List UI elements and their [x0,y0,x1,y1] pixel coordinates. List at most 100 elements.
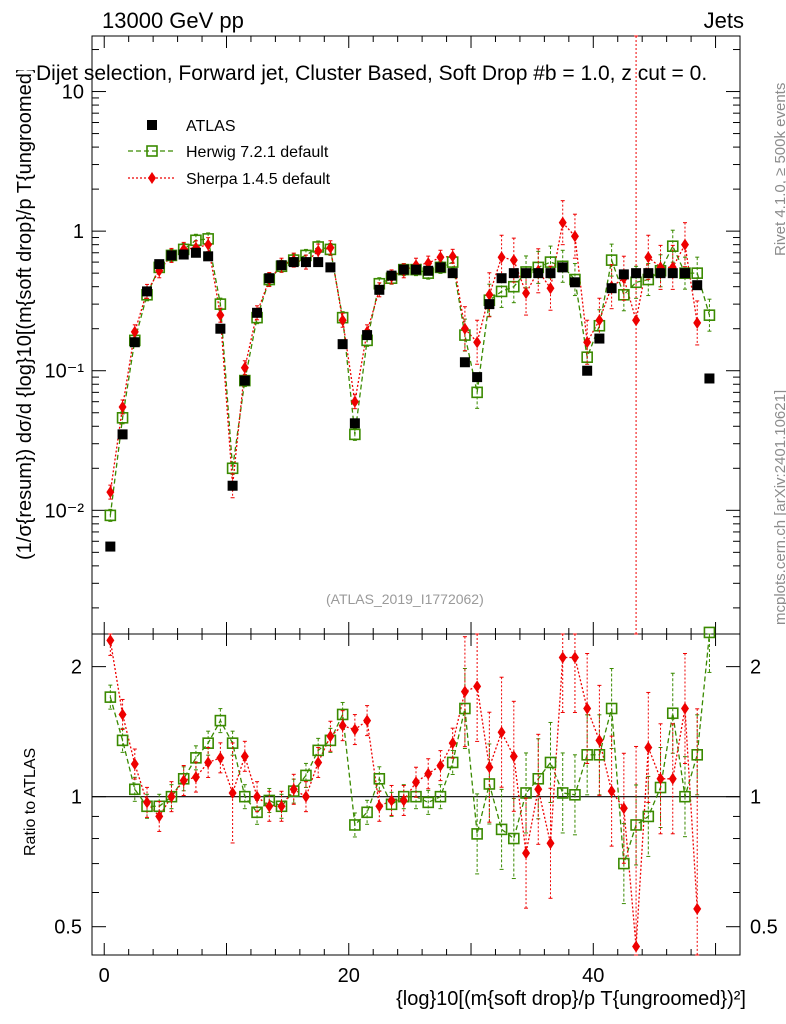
atlas-point [142,286,153,297]
sherpa-point [350,395,359,408]
atlas-point [569,277,580,288]
sherpa-ratio-point [216,751,225,764]
sherpa-ratio-point [485,761,494,774]
sherpa-ratio-point [277,800,286,813]
sherpa-ratio-point [387,794,396,807]
rivet-version-label: Rivet 4.1.0, ≥ 500k events [772,82,786,256]
sherpa-ratio-point [644,741,653,754]
sherpa-ratio-point [167,790,176,803]
header-left-label: 13000 GeV pp [102,8,244,33]
atlas-point [313,257,324,268]
sherpa-ratio-point [558,651,567,664]
sherpa-ratio-point [619,802,628,815]
sherpa-ratio-point [253,790,262,803]
ratio-y-tick-label: 2 [71,657,82,679]
herwig-ratio-point [300,769,312,782]
sherpa-ratio-point [583,702,592,715]
legend-sherpa-marker [148,172,156,184]
sherpa-point [632,314,641,327]
atlas-point [264,273,275,284]
herwig-ratio-point [116,734,129,747]
sherpa-point [509,254,518,267]
atlas-point [215,323,226,334]
herwig-ratio-point [349,819,361,831]
herwig-ratio-point [434,790,447,803]
atlas-point [374,284,385,295]
sherpa-point [130,325,139,338]
sherpa-point [522,287,531,300]
sherpa-ratio-point [130,758,139,771]
atlas-point [459,357,470,368]
herwig-ratio-point [214,714,227,727]
sherpa-ratio-point [326,730,335,743]
legend-entry-label: Sherpa 1.4.5 default [186,171,331,188]
sherpa-point [473,336,482,349]
atlas-point [582,365,593,376]
sherpa-point [583,336,592,349]
atlas-point [423,265,434,276]
atlas-point [594,333,605,344]
sherpa-ratio-point [314,756,323,769]
atlas-point [447,268,458,279]
atlas-point [667,268,678,279]
sherpa-point [570,230,579,243]
atlas-point [166,250,177,261]
sherpa-ratio-point [240,750,249,763]
x-axis-label: {log}10[(m{soft drop}/p T{ungroomed})²] [396,988,746,1010]
main-y-tick-label: 10⁻² [45,500,85,522]
atlas-point [252,307,263,318]
herwig-ratio-point [666,707,679,720]
atlas-point [239,375,250,386]
sherpa-ratio-point [289,783,298,796]
herwig-point [349,428,361,441]
sherpa-point [693,316,702,329]
atlas-point [704,373,715,384]
x-tick-label: 40 [582,965,604,987]
sherpa-ratio-point [522,847,531,860]
atlas-point [190,247,201,258]
sherpa-ratio-point [191,771,200,784]
sherpa-ratio-point [399,794,408,807]
sherpa-ratio-point [155,810,164,823]
herwig-ratio-point [508,832,520,845]
sherpa-ratio-point [363,714,372,727]
sherpa-ratio-point [509,750,518,763]
atlas-point [276,260,287,271]
sherpa-ratio-point [668,772,677,785]
atlas-point [679,268,690,279]
sherpa-ratio-point [106,634,115,647]
legend-entry-label: Herwig 7.2.1 default [186,144,329,161]
sherpa-ratio-point [656,772,665,785]
sherpa-point [595,314,604,327]
sherpa-point [106,486,115,499]
sherpa-ratio-point [570,651,579,664]
atlas-point [349,418,360,429]
herwig-ratio-point [495,823,508,836]
herwig-ratio-point [679,790,691,803]
atlas-point [325,262,336,273]
sherpa-point [546,282,555,295]
herwig-ratio-point [128,783,141,796]
sherpa-point [448,250,457,263]
sherpa-ratio-point [301,790,310,803]
herwig-ratio-line [109,633,711,864]
atlas-point [606,283,617,294]
sherpa-point [314,245,323,258]
sherpa-ratio-point [338,719,347,732]
atlas-point [337,339,348,350]
sherpa-point [497,251,506,264]
sherpa-ratio-point [693,902,702,915]
sherpa-ratio-point [118,708,127,721]
herwig-point [703,309,716,321]
herwig-ratio-point [422,796,435,809]
sherpa-ratio-point [595,734,604,747]
ratio-plot-frame [91,633,741,956]
sherpa-ratio-point [265,800,274,813]
atlas-point [129,337,140,348]
herwig-ratio-point [544,756,557,769]
sherpa-ratio-point [436,759,445,772]
atlas-point [631,268,642,279]
main-ylabel: (1/σ{resum}) dσ/d {log}10[(m{soft drop}/… [14,70,36,560]
herwig-ratio-point [556,787,569,799]
atlas-point [508,268,519,279]
